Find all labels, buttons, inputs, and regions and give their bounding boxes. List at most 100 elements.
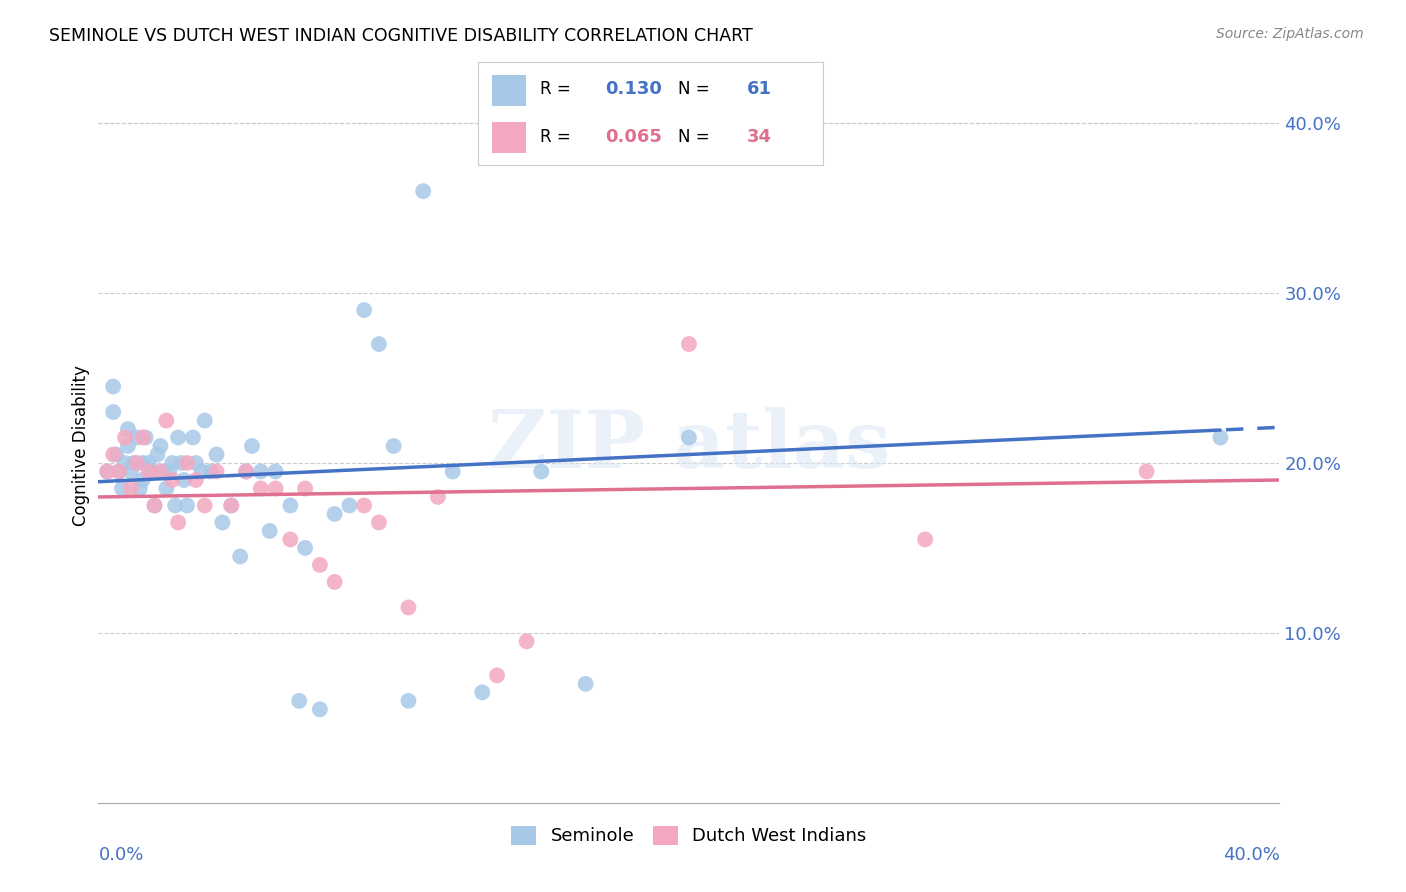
Point <box>117 422 139 436</box>
Text: R =: R = <box>540 128 576 146</box>
Point <box>309 558 332 572</box>
Point <box>135 430 157 444</box>
Point <box>211 516 233 530</box>
Text: 34: 34 <box>747 128 772 146</box>
Text: 61: 61 <box>747 80 772 98</box>
Y-axis label: Cognitive Disability: Cognitive Disability <box>72 366 90 526</box>
Point <box>191 465 214 479</box>
Point <box>194 413 217 427</box>
Point <box>149 465 172 479</box>
Point <box>240 439 263 453</box>
Point <box>412 184 434 198</box>
Point <box>229 549 252 564</box>
Point <box>309 702 332 716</box>
Point <box>235 465 257 479</box>
Point <box>146 448 169 462</box>
Point <box>103 448 125 462</box>
Point <box>353 499 375 513</box>
Point <box>155 413 177 427</box>
Point <box>170 456 193 470</box>
Point <box>575 677 598 691</box>
Point <box>235 465 257 479</box>
Point <box>280 533 302 547</box>
Point <box>162 473 183 487</box>
Point <box>181 430 204 444</box>
Point <box>105 448 128 462</box>
Point <box>264 482 287 496</box>
Point <box>152 465 174 479</box>
Point <box>914 533 936 547</box>
Point <box>157 465 180 479</box>
Point <box>143 499 166 513</box>
Text: ZIP atlas: ZIP atlas <box>488 407 890 485</box>
Text: 0.130: 0.130 <box>606 80 662 98</box>
FancyBboxPatch shape <box>492 75 526 105</box>
Point <box>250 465 273 479</box>
Point <box>167 516 190 530</box>
Point <box>288 694 311 708</box>
Point <box>128 482 150 496</box>
Point <box>103 379 125 393</box>
Text: 0.065: 0.065 <box>606 128 662 146</box>
Point <box>264 465 287 479</box>
Point <box>471 685 494 699</box>
Point <box>138 465 160 479</box>
Text: Source: ZipAtlas.com: Source: ZipAtlas.com <box>1216 27 1364 41</box>
Point <box>120 465 142 479</box>
Point <box>96 465 118 479</box>
Point <box>108 465 131 479</box>
Point <box>221 499 243 513</box>
Point <box>173 473 195 487</box>
Point <box>132 456 155 470</box>
Text: 40.0%: 40.0% <box>1223 846 1279 863</box>
Point <box>530 465 553 479</box>
Point <box>294 482 316 496</box>
Point <box>125 430 148 444</box>
Point <box>1209 430 1232 444</box>
Point <box>221 499 243 513</box>
Point <box>368 516 391 530</box>
Point <box>250 482 273 496</box>
Point <box>155 482 177 496</box>
Point <box>280 499 302 513</box>
Point <box>200 465 222 479</box>
Point <box>176 456 198 470</box>
Legend: Seminole, Dutch West Indians: Seminole, Dutch West Indians <box>502 817 876 855</box>
Point <box>184 456 207 470</box>
Point <box>486 668 509 682</box>
Point <box>678 430 700 444</box>
Point <box>165 499 187 513</box>
Point <box>368 337 391 351</box>
Point <box>114 456 136 470</box>
Point <box>114 430 136 444</box>
Point <box>143 499 166 513</box>
Point <box>167 430 190 444</box>
Point <box>339 499 361 513</box>
Point <box>294 541 316 555</box>
Point <box>184 473 207 487</box>
Text: R =: R = <box>540 80 576 98</box>
Point <box>194 499 217 513</box>
Point <box>259 524 281 538</box>
Point <box>132 430 155 444</box>
Point <box>353 303 375 318</box>
Point <box>441 465 464 479</box>
Point <box>323 574 346 589</box>
Point <box>398 694 420 708</box>
Text: SEMINOLE VS DUTCH WEST INDIAN COGNITIVE DISABILITY CORRELATION CHART: SEMINOLE VS DUTCH WEST INDIAN COGNITIVE … <box>49 27 754 45</box>
Point <box>162 456 183 470</box>
Point <box>132 473 155 487</box>
Text: N =: N = <box>678 80 714 98</box>
Point <box>120 482 142 496</box>
Point <box>108 465 131 479</box>
Point <box>176 499 198 513</box>
Point <box>117 439 139 453</box>
Point <box>382 439 405 453</box>
Point <box>516 634 538 648</box>
Point <box>205 448 228 462</box>
Point <box>96 465 118 479</box>
Point <box>125 456 148 470</box>
Text: 0.0%: 0.0% <box>98 846 143 863</box>
Point <box>141 465 163 479</box>
Point <box>122 456 145 470</box>
